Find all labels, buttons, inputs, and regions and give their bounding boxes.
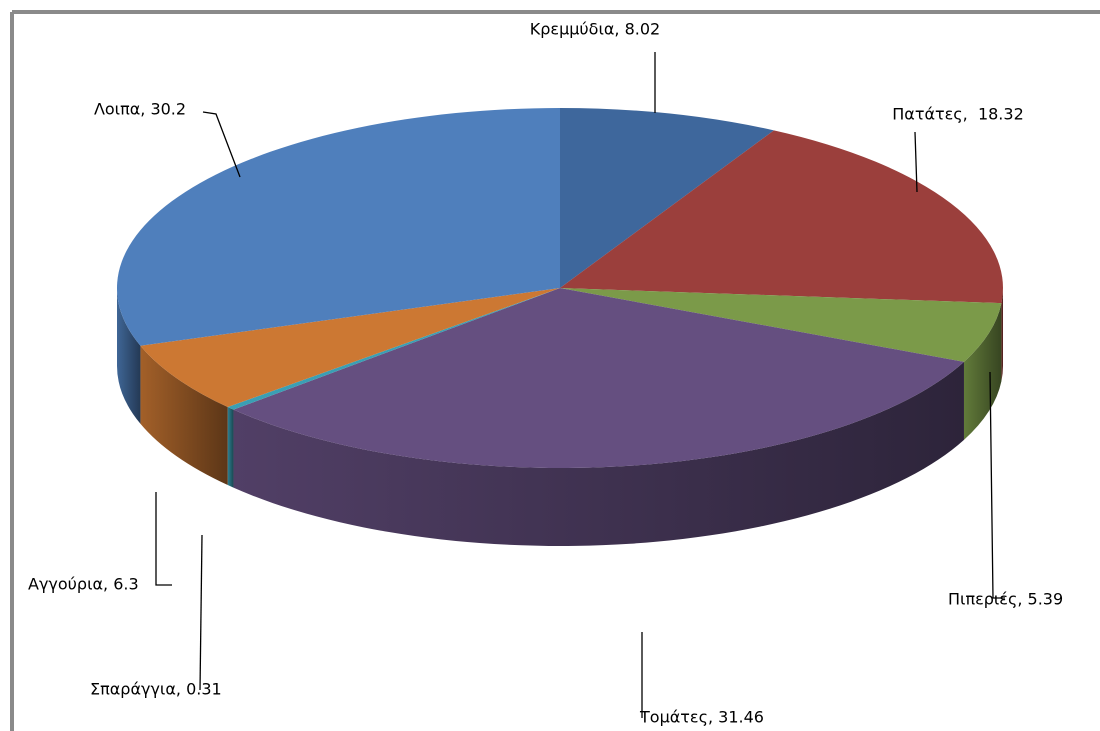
leader-line (199, 534, 203, 691)
data-label: Λοιπα, 30.2 (94, 100, 186, 119)
pie-slice (117, 108, 561, 346)
leader-line (155, 492, 172, 586)
data-label: Πατάτες, 18.32 (892, 105, 1024, 124)
slice-side (140, 345, 228, 486)
slice-side (963, 303, 1002, 440)
slice-side (233, 361, 964, 546)
leader-line (202, 111, 241, 178)
slice-side (117, 288, 141, 424)
pie-slice (560, 288, 1002, 362)
data-label: Αγγούρια, 6.3 (28, 575, 139, 594)
data-label: Τομάτες, 31.46 (639, 708, 764, 727)
pie-sides (117, 288, 1003, 546)
data-labels: Κρεμμύδια, 8.02 Πατάτες, 18.32 Πιπεριές, 5… (28, 20, 1063, 727)
leader-line (914, 131, 918, 193)
data-label: Σπαράγγια, 0.31 (90, 680, 222, 699)
pie-slice (560, 130, 1004, 304)
pie-tops (117, 108, 1004, 468)
data-label: Πιπεριές, 5.39 (948, 590, 1063, 609)
slice-side (1001, 288, 1003, 382)
pie-slice (233, 288, 964, 468)
pie-slice (227, 288, 560, 410)
pie-slice (140, 288, 560, 408)
leader-line (989, 371, 1005, 599)
slice-side (227, 407, 234, 488)
pie-slice (560, 108, 774, 288)
data-label: Κρεμμύδια, 8.02 (530, 20, 660, 39)
